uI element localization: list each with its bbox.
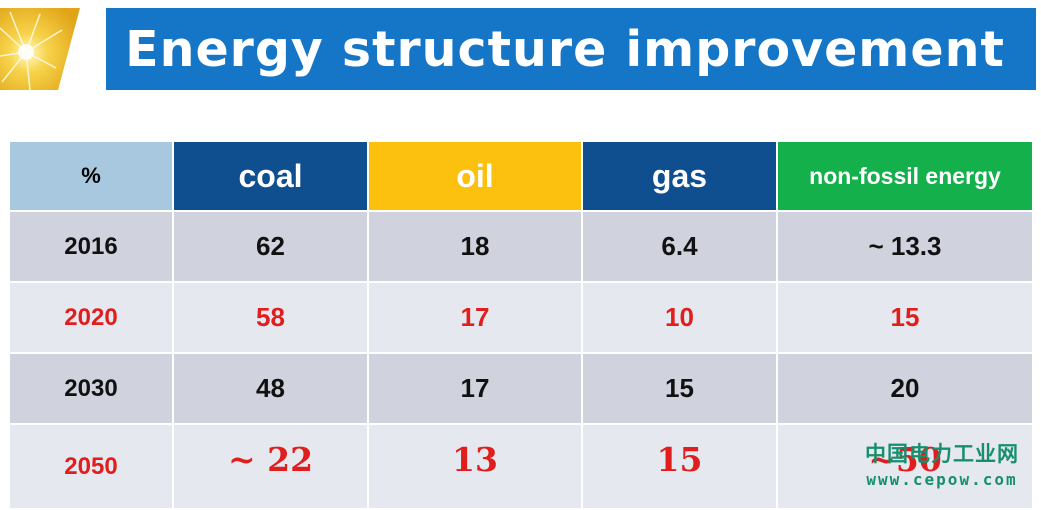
- oil-cell: 17: [369, 354, 581, 423]
- year-cell: 2016: [10, 212, 172, 281]
- non-fossil-cell: 20: [778, 354, 1032, 423]
- header-non-fossil: non-fossil energy: [778, 142, 1032, 210]
- gas-cell: 6.4: [583, 212, 776, 281]
- table-header-row: % coal oil gas non-fossil energy: [10, 142, 1032, 210]
- table-row-2030: 2030 48 17 15 20: [10, 354, 1032, 423]
- watermark-url: www.cepow.com: [866, 470, 1018, 489]
- header-gas: gas: [583, 142, 776, 210]
- table-row-2050: 2050 ~ 22 13 15 ~50: [10, 425, 1032, 508]
- non-fossil-cell: ~50: [778, 425, 1032, 508]
- title-banner: Energy structure improvement: [106, 8, 1036, 90]
- year-cell: 2050: [10, 425, 172, 508]
- watermark: 中国电力工业网 www.cepow.com: [852, 438, 1032, 489]
- coal-cell: 62: [174, 212, 367, 281]
- non-fossil-cell: 15: [778, 283, 1032, 352]
- energy-structure-table: % coal oil gas non-fossil energy 2016 62…: [8, 140, 1034, 510]
- table-row-2016: 2016 62 18 6.4 ~ 13.3: [10, 212, 1032, 281]
- header-coal: coal: [174, 142, 367, 210]
- header-percent: %: [10, 142, 172, 210]
- oil-cell: 18: [369, 212, 581, 281]
- gas-cell: 15: [583, 425, 776, 508]
- coal-cell: 58: [174, 283, 367, 352]
- non-fossil-cell: ~ 13.3: [778, 212, 1032, 281]
- watermark-name: 中国电力工业网: [865, 442, 1019, 466]
- coal-cell: 48: [174, 354, 367, 423]
- table-row-2020: 2020 58 17 10 15: [10, 283, 1032, 352]
- gas-cell: 15: [583, 354, 776, 423]
- page-title: Energy structure improvement: [125, 20, 1005, 78]
- year-cell: 2030: [10, 354, 172, 423]
- oil-cell: 17: [369, 283, 581, 352]
- oil-cell: 13: [369, 425, 581, 508]
- coal-cell: ~ 22: [174, 425, 367, 508]
- header-oil: oil: [369, 142, 581, 210]
- gas-cell: 10: [583, 283, 776, 352]
- year-cell: 2020: [10, 283, 172, 352]
- sun-logo-icon: [0, 8, 80, 91]
